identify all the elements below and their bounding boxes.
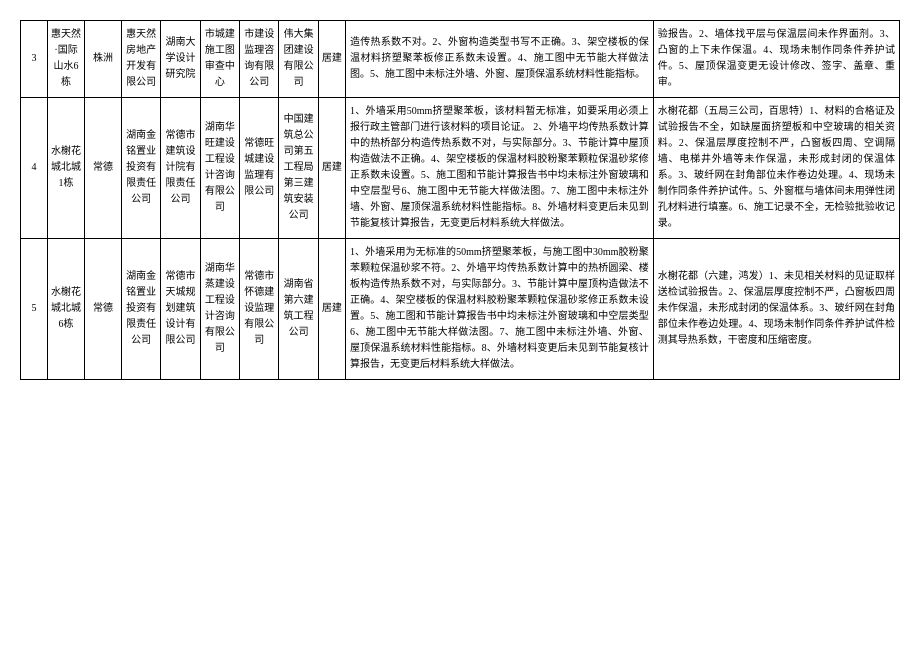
response: 验报告。2、墙体找平层与保温层间未作界面剂。3、凸窗的上下未作保温。4、现场未制… bbox=[653, 21, 899, 98]
table-row: 5水榭花城北城6栋常德湖南金铭置业投资有限责任公司常德市天城规划建筑设计有限公司… bbox=[21, 239, 900, 380]
project-name: 惠天然·国际山水6栋 bbox=[48, 21, 85, 98]
building-type: 居建 bbox=[318, 239, 345, 380]
company-4: 常德旺城建设监理有限公司 bbox=[240, 98, 279, 239]
response: 水榭花都（五局三公司，百思特）1、材料的合格证及试验报告不全，如缺屋面挤塑板和中… bbox=[653, 98, 899, 239]
company-1: 湖南金铭置业投资有限责任公司 bbox=[121, 239, 160, 380]
company-1: 湖南金铭置业投资有限责任公司 bbox=[121, 98, 160, 239]
building-type: 居建 bbox=[318, 98, 345, 239]
company-5: 伟大集团建设有限公司 bbox=[279, 21, 318, 98]
company-3: 湖南华蒸建设工程设计咨询有限公司 bbox=[200, 239, 239, 380]
row-index: 3 bbox=[21, 21, 48, 98]
city: 常德 bbox=[85, 239, 122, 380]
city: 株洲 bbox=[85, 21, 122, 98]
response: 水榭花都（六建，鸿发）1、未见相关材料的见证取样送检试验报告。2、保温层厚度控制… bbox=[653, 239, 899, 380]
table-row: 3惠天然·国际山水6栋株洲惠天然房地产开发有限公司湖南大学设计研究院市城建施工图… bbox=[21, 21, 900, 98]
company-2: 常德市天城规划建筑设计有限公司 bbox=[161, 239, 200, 380]
company-4: 市建设监理咨询有限公司 bbox=[240, 21, 279, 98]
company-3: 市城建施工图审查中心 bbox=[200, 21, 239, 98]
company-2: 湖南大学设计研究院 bbox=[161, 21, 200, 98]
company-1: 惠天然房地产开发有限公司 bbox=[121, 21, 160, 98]
company-5: 中国建筑总公司第五工程局第三建筑安装公司 bbox=[279, 98, 318, 239]
issues: 1、外墙采用为无标准的50mm挤塑聚苯板，与施工图中30mm胶粉聚苯颗粒保温砂浆… bbox=[345, 239, 653, 380]
company-4: 常德市怀德建设监理有限公司 bbox=[240, 239, 279, 380]
company-2: 常德市建筑设计院有限责任公司 bbox=[161, 98, 200, 239]
row-index: 5 bbox=[21, 239, 48, 380]
project-name: 水榭花城北城1栋 bbox=[48, 98, 85, 239]
issues: 1、外墙采用50mm挤塑聚苯板，该材料暂无标准，如要采用必须上报行政主管部门进行… bbox=[345, 98, 653, 239]
issues: 造传热系数不对。2、外窗构造类型书写不正确。3、架空楼板的保温材料挤塑聚苯板修正… bbox=[345, 21, 653, 98]
inspection-table: 3惠天然·国际山水6栋株洲惠天然房地产开发有限公司湖南大学设计研究院市城建施工图… bbox=[20, 20, 900, 380]
table-row: 4水榭花城北城1栋常德湖南金铭置业投资有限责任公司常德市建筑设计院有限责任公司湖… bbox=[21, 98, 900, 239]
project-name: 水榭花城北城6栋 bbox=[48, 239, 85, 380]
row-index: 4 bbox=[21, 98, 48, 239]
company-5: 湖南省第六建筑工程公司 bbox=[279, 239, 318, 380]
company-3: 湖南华旺建设工程设计咨询有限公司 bbox=[200, 98, 239, 239]
building-type: 居建 bbox=[318, 21, 345, 98]
city: 常德 bbox=[85, 98, 122, 239]
